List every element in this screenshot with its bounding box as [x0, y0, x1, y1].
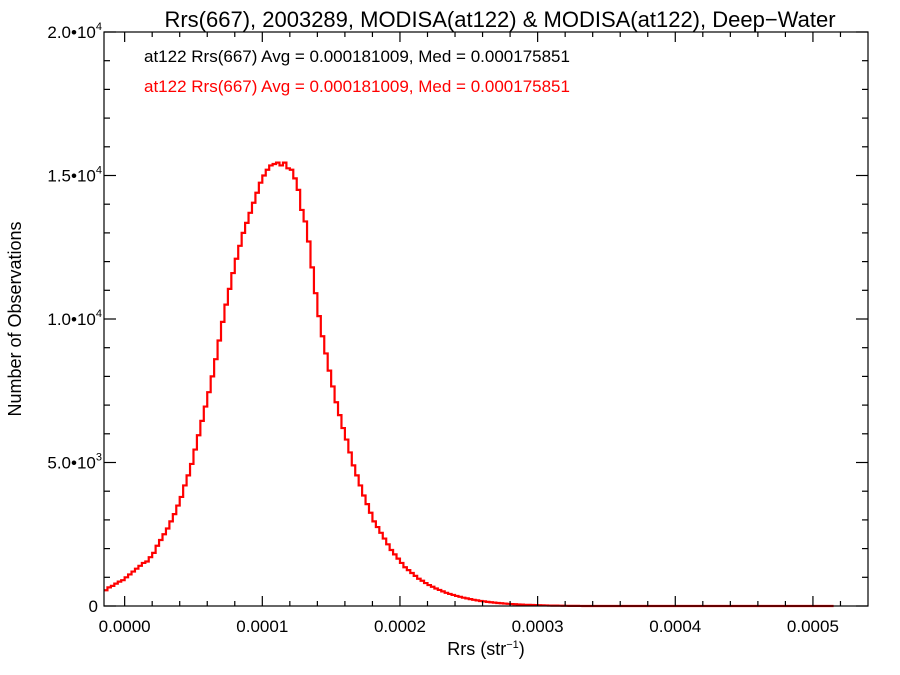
- y-tick-label: 2.0•104: [47, 21, 102, 42]
- y-tick-mantissa: 2.0•10: [47, 23, 96, 42]
- x-tick-label: 0.0003: [512, 617, 564, 636]
- y-tick-label: 0: [89, 597, 98, 616]
- x-tick-label: 0.0000: [99, 617, 151, 636]
- x-axis-label-main: Rrs (str: [447, 639, 506, 659]
- y-tick-mantissa: 0: [89, 597, 98, 616]
- y-tick-label: 1.0•104: [47, 308, 102, 329]
- x-axis-label: Rrs (str−1): [447, 639, 525, 659]
- y-tick-mantissa: 1.5•10: [47, 167, 96, 186]
- plot-frame: [103, 31, 869, 607]
- y-tick-exponent: 4: [96, 308, 102, 320]
- y-tick-mantissa: 1.0•10: [47, 310, 96, 329]
- y-tick-exponent: 4: [96, 165, 102, 177]
- y-tick-label: 1.5•104: [47, 165, 102, 186]
- y-tick-exponent: 4: [96, 21, 102, 33]
- y-axis-label: Number of Observations: [5, 221, 25, 416]
- chart-title: Rrs(667), 2003289, MODISA(at122) & MODIS…: [164, 7, 835, 32]
- x-tick-label: 0.0005: [787, 617, 839, 636]
- y-tick-mantissa: 5.0•10: [47, 454, 96, 473]
- legend-entry-black: at122 Rrs(667) Avg = 0.000181009, Med = …: [144, 47, 570, 66]
- x-axis-label-superscript: −1: [506, 639, 519, 651]
- x-axis-label-close: ): [519, 639, 525, 659]
- plot-area: 0.0000 0.0001 0.0002 0.0003 0.0004 0.0005 0 5.0…: [47, 21, 869, 636]
- legend-entry-red: at122 Rrs(667) Avg = 0.000181009, Med = …: [144, 77, 570, 96]
- x-tick-label: 0.0002: [374, 617, 426, 636]
- x-tick-label: 0.0004: [649, 617, 701, 636]
- y-tick-label: 5.0•103: [47, 452, 102, 473]
- x-tick-label: 0.0001: [236, 617, 288, 636]
- y-tick-exponent: 3: [96, 452, 102, 464]
- histogram-series-1: [104, 161, 834, 608]
